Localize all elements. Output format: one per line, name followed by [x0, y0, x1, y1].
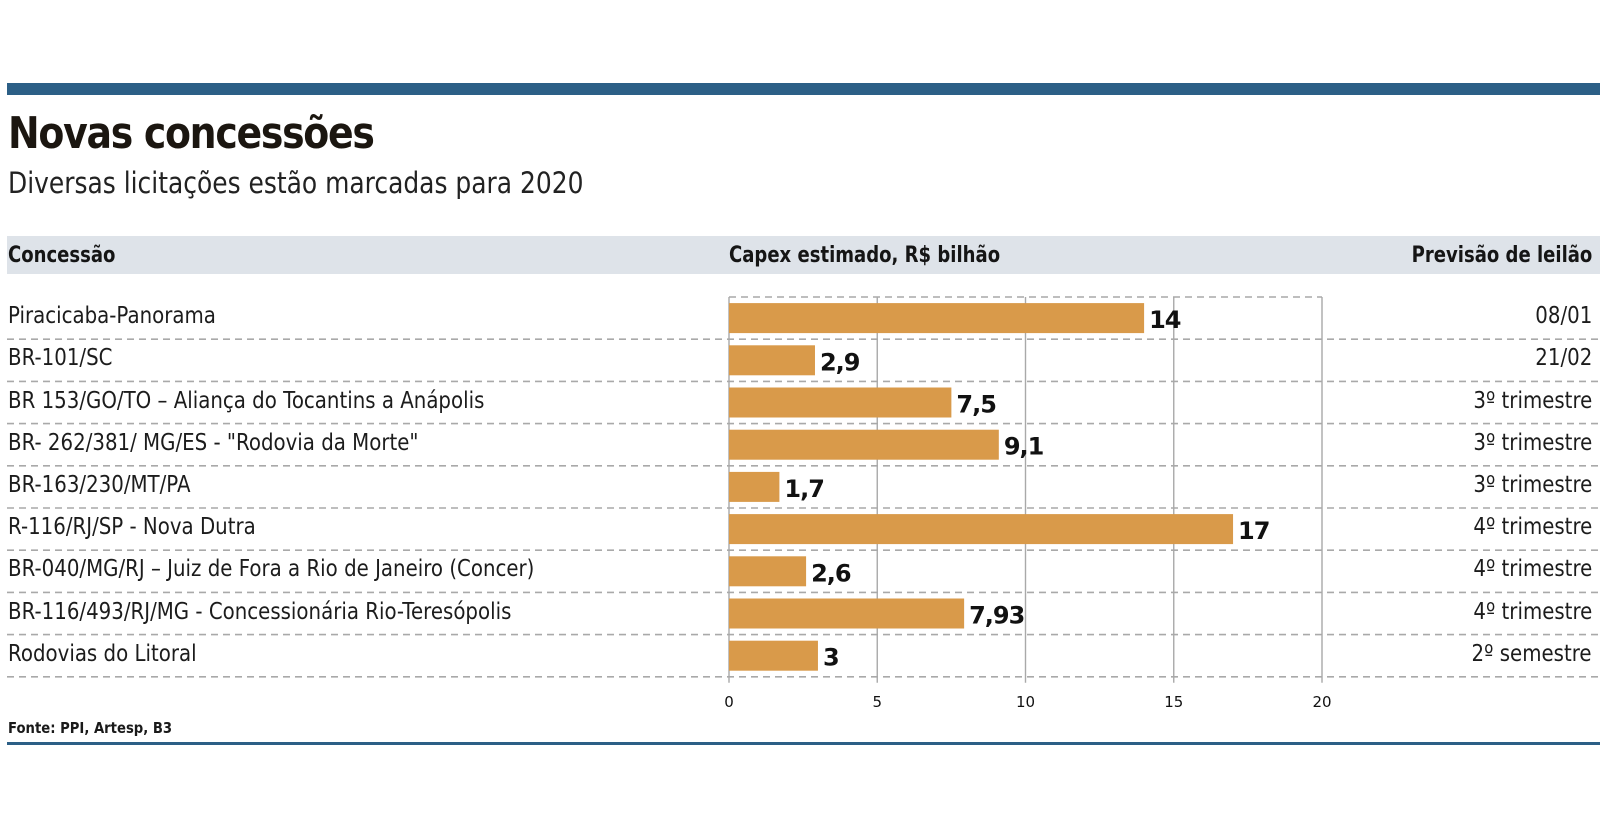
row-concession-label: Piracicaba-Panorama: [8, 303, 216, 330]
bar: [729, 345, 815, 376]
bar-value-label: 7,5: [956, 391, 996, 419]
bar-value-label: 9,1: [1004, 433, 1044, 461]
bottom-accent-rule: [7, 742, 1600, 745]
top-accent-rule: [7, 83, 1600, 95]
row-auction-date: 4º trimestre: [1473, 556, 1592, 583]
bar: [729, 387, 952, 418]
bar: [729, 514, 1234, 545]
row-auction-date: 4º trimestre: [1473, 598, 1592, 625]
chart-title: Novas concessões: [8, 108, 375, 159]
source-note: Fonte: PPI, Artesp, B3: [8, 719, 173, 737]
bar-value-label: 14: [1149, 306, 1181, 334]
x-tick-label: 20: [1312, 693, 1331, 711]
row-auction-date: 3º trimestre: [1473, 471, 1592, 498]
row-concession-label: BR-101/SC: [8, 345, 113, 372]
bar: [729, 556, 807, 587]
row-concession-label: R-116/RJ/SP - Nova Dutra: [8, 514, 256, 541]
x-tick-label: 5: [872, 693, 882, 711]
column-header-concession: Concessão: [8, 243, 116, 268]
column-header-auction: Previsão de leilão: [1411, 243, 1592, 268]
chart-subtitle: Diversas licitações estão marcadas para …: [8, 166, 584, 200]
bar: [729, 640, 818, 671]
bar: [729, 471, 780, 502]
row-auction-date: 3º trimestre: [1473, 387, 1592, 414]
bar-value-label: 2,6: [811, 559, 851, 587]
bar-value-label: 7,93: [969, 602, 1024, 630]
row-concession-label: Rodovias do Litoral: [8, 640, 197, 667]
bar-value-label: 1,7: [784, 475, 824, 503]
bar-value-label: 17: [1238, 517, 1269, 545]
bar: [729, 598, 965, 629]
bar-value-label: 3: [823, 644, 839, 672]
row-concession-label: BR-040/MG/RJ – Juiz de Fora a Rio de Jan…: [8, 556, 535, 583]
x-tick-label: 15: [1164, 693, 1183, 711]
row-concession-label: BR- 262/381/ MG/ES - "Rodovia da Morte": [8, 429, 419, 456]
row-auction-date: 08/01: [1534, 303, 1592, 330]
row-auction-date: 2º semestre: [1471, 640, 1592, 667]
row-auction-date: 4º trimestre: [1473, 514, 1592, 541]
x-tick-label: 0: [724, 693, 734, 711]
row-auction-date: 3º trimestre: [1473, 429, 1592, 456]
column-header-band: [7, 236, 1600, 274]
bar: [729, 303, 1145, 334]
bar-value-label: 2,9: [820, 348, 860, 376]
row-concession-label: BR-163/230/MT/PA: [8, 471, 191, 498]
row-concession-label: BR 153/GO/TO – Aliança do Tocantins a An…: [8, 387, 485, 414]
bar: [729, 429, 999, 460]
row-concession-label: BR-116/493/RJ/MG - Concessionária Rio-Te…: [8, 598, 512, 625]
row-auction-date: 21/02: [1534, 345, 1592, 372]
column-header-capex: Capex estimado, R$ bilhão: [729, 243, 1001, 268]
x-tick-label: 10: [1016, 693, 1035, 711]
